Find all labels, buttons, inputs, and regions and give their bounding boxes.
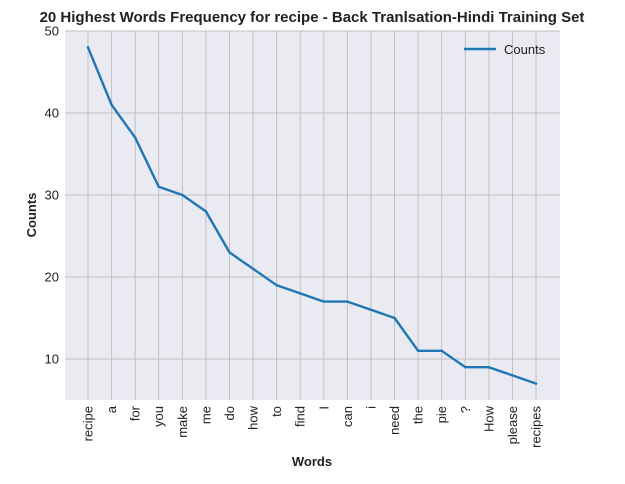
data-point xyxy=(487,366,491,369)
grid-lines xyxy=(65,30,560,400)
data-point xyxy=(110,103,113,107)
data-point xyxy=(534,382,538,385)
data-point xyxy=(393,316,396,320)
data-point xyxy=(346,300,349,303)
data-point xyxy=(133,136,137,139)
x-tick-label: for xyxy=(128,405,143,421)
x-tick-label: need xyxy=(387,406,402,435)
data-point xyxy=(204,210,208,213)
x-tick-label: to xyxy=(269,406,284,417)
data-point xyxy=(322,300,325,303)
x-tick-label: a xyxy=(104,405,119,413)
x-tick-label: recipe xyxy=(81,406,96,441)
x-tick-label: I xyxy=(316,406,331,410)
data-point xyxy=(440,349,443,352)
data-point xyxy=(511,374,514,377)
x-axis-label: Words xyxy=(292,454,332,469)
plot-area xyxy=(65,31,560,400)
x-tick-label: you xyxy=(151,406,166,427)
data-point xyxy=(228,251,231,254)
chart-title: 20 Highest Words Frequency for recipe - … xyxy=(40,9,585,26)
data-point xyxy=(181,193,184,197)
x-tick-label: please xyxy=(505,406,520,444)
x-tick-label: find xyxy=(293,406,308,427)
x-tick-label: how xyxy=(246,405,261,429)
y-tick-label: 50 xyxy=(45,24,59,39)
x-tick-label: do xyxy=(222,406,237,420)
x-tick-label: make xyxy=(175,406,190,438)
data-point xyxy=(86,46,90,49)
x-tick-label: the xyxy=(411,406,426,424)
legend: Counts xyxy=(464,42,546,57)
y-tick-label: 40 xyxy=(45,106,59,121)
x-tick-label: How xyxy=(481,405,496,432)
data-point xyxy=(369,308,373,311)
data-point xyxy=(299,292,302,295)
data-point xyxy=(464,366,467,369)
x-tick-label: can xyxy=(340,406,355,427)
x-tick-label: recipes xyxy=(529,406,544,448)
data-point xyxy=(416,349,420,352)
x-tick-label: ? xyxy=(458,406,473,413)
x-tick-label: pie xyxy=(434,406,449,423)
data-point xyxy=(275,284,278,287)
y-tick-label: 20 xyxy=(45,270,59,285)
legend-label: Counts xyxy=(504,42,546,57)
series-layer xyxy=(86,46,538,385)
y-tick-label: 10 xyxy=(45,352,59,367)
x-tick-label: i xyxy=(363,406,378,409)
data-point xyxy=(251,267,255,270)
y-tick-label: 30 xyxy=(45,188,59,203)
series-line xyxy=(86,46,538,385)
data-point xyxy=(157,185,160,188)
x-tick-label: me xyxy=(198,406,213,424)
y-axis-ticks: 10 20 30 40 50 xyxy=(45,24,59,367)
y-axis-label: Counts xyxy=(24,193,39,238)
